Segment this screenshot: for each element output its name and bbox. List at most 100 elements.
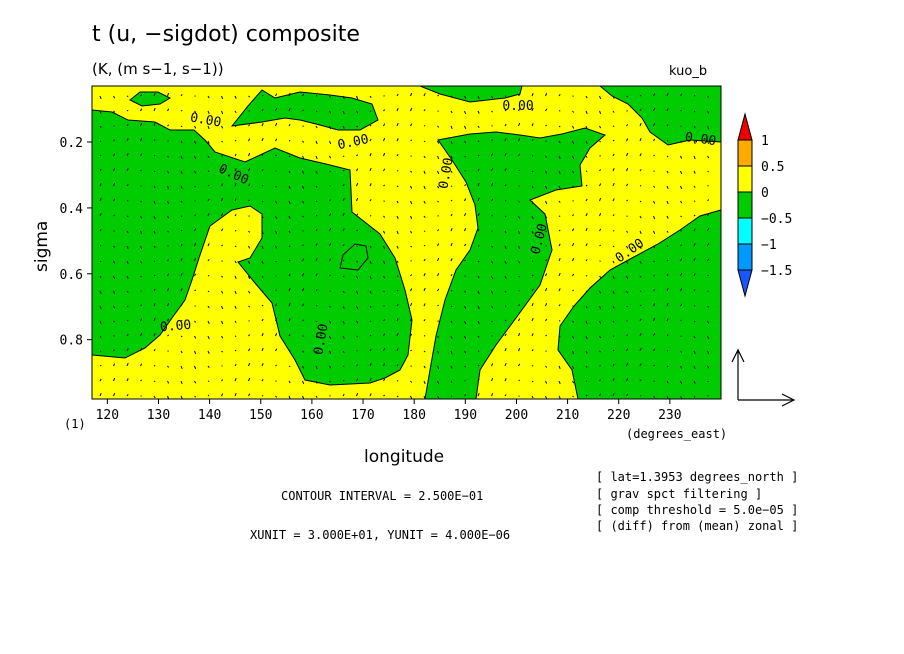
colorbar-label: −1 bbox=[761, 238, 777, 253]
wind-vector bbox=[639, 347, 642, 352]
wind-vector bbox=[423, 140, 426, 143]
wind-vector bbox=[626, 334, 629, 337]
wind-vector bbox=[207, 95, 210, 99]
wind-vector bbox=[248, 167, 251, 172]
wind-vector bbox=[518, 275, 521, 278]
wind-vector bbox=[302, 287, 305, 292]
wind-vector bbox=[450, 125, 453, 129]
chart-subtitle: (K, (m s−1, s−1)) bbox=[92, 60, 224, 78]
wind-vector bbox=[113, 305, 116, 309]
wind-vector bbox=[369, 290, 372, 294]
wind-vector bbox=[653, 332, 656, 337]
negative-region bbox=[599, 86, 721, 146]
wind-vector bbox=[207, 170, 210, 172]
wind-vector bbox=[207, 258, 210, 262]
wind-vector bbox=[356, 213, 359, 217]
wind-vector bbox=[518, 215, 521, 219]
wind-vector bbox=[275, 289, 278, 292]
wind-vector bbox=[680, 93, 683, 97]
wind-vector bbox=[275, 348, 278, 352]
wind-vector bbox=[680, 155, 683, 159]
wind-vector bbox=[126, 348, 129, 352]
wind-vector bbox=[180, 258, 183, 262]
wind-vector bbox=[437, 335, 440, 338]
wind-vector bbox=[626, 183, 629, 187]
wind-vector bbox=[302, 395, 305, 399]
wind-vector bbox=[221, 379, 224, 382]
wind-vector bbox=[639, 245, 642, 250]
wind-vector bbox=[612, 260, 615, 264]
wind-vector bbox=[167, 287, 170, 292]
wind-vector bbox=[491, 290, 494, 295]
wind-vector bbox=[113, 95, 116, 99]
wind-vector bbox=[342, 95, 345, 99]
wind-vector bbox=[666, 318, 669, 322]
wind-vector bbox=[464, 227, 467, 232]
wind-vector bbox=[450, 365, 453, 369]
wind-vector bbox=[491, 95, 494, 99]
wind-vector bbox=[383, 168, 386, 172]
wind-vector bbox=[693, 214, 696, 217]
wind-vector bbox=[126, 183, 129, 187]
wind-vector bbox=[113, 275, 116, 280]
wind-vector bbox=[207, 290, 210, 293]
wind-vector bbox=[450, 380, 453, 383]
wind-vector bbox=[572, 273, 575, 277]
wind-vector bbox=[369, 167, 372, 172]
wind-vector bbox=[275, 215, 278, 220]
wind-vector bbox=[531, 230, 534, 234]
wind-vector bbox=[410, 317, 413, 322]
wind-vector bbox=[261, 318, 264, 322]
wind-vector bbox=[221, 95, 224, 100]
note-diff: [ (diff) from (mean) zonal ] bbox=[596, 519, 799, 533]
wind-vector bbox=[234, 153, 237, 157]
wind-vector bbox=[302, 303, 305, 307]
wind-vector bbox=[410, 288, 413, 292]
wind-vector bbox=[261, 379, 264, 382]
wind-vector bbox=[531, 185, 534, 189]
x-tick-label: 140 bbox=[198, 408, 221, 423]
wind-vector bbox=[423, 215, 426, 218]
wind-vector bbox=[396, 122, 399, 127]
wind-vector bbox=[234, 363, 237, 367]
wind-vector bbox=[464, 335, 467, 340]
wind-vector bbox=[545, 124, 548, 127]
wind-vector bbox=[356, 364, 359, 367]
wind-vector bbox=[153, 170, 156, 173]
wind-vector bbox=[140, 122, 143, 127]
wind-vector bbox=[113, 392, 116, 397]
wind-vector bbox=[180, 170, 183, 175]
wind-vector bbox=[396, 93, 399, 97]
wind-vector bbox=[288, 230, 291, 234]
wind-vector bbox=[585, 259, 588, 262]
wind-vector bbox=[653, 245, 656, 249]
wind-vector bbox=[167, 185, 170, 190]
wind-vector bbox=[194, 289, 197, 292]
wind-vector bbox=[653, 107, 656, 112]
wind-vector bbox=[180, 365, 183, 369]
wind-vector bbox=[639, 363, 642, 367]
wind-vector bbox=[167, 334, 170, 337]
wind-vector bbox=[707, 140, 710, 145]
wind-vector bbox=[504, 394, 507, 397]
wind-vector bbox=[410, 200, 413, 205]
wind-vector bbox=[234, 392, 237, 397]
wind-vector bbox=[140, 200, 143, 203]
wind-vector bbox=[423, 93, 426, 97]
wind-vector bbox=[126, 138, 129, 142]
wind-vector bbox=[410, 185, 413, 189]
wind-vector bbox=[329, 274, 332, 277]
colorbar-cap-top bbox=[737, 112, 753, 141]
negative-region bbox=[92, 109, 413, 386]
wind-vector bbox=[504, 378, 507, 382]
wind-vector bbox=[558, 335, 561, 338]
wind-vector bbox=[599, 320, 602, 325]
wind-vector bbox=[545, 108, 548, 112]
wind-vector bbox=[167, 92, 170, 97]
wind-vector bbox=[666, 230, 669, 233]
wind-vector bbox=[639, 318, 642, 322]
wind-vector bbox=[194, 273, 197, 277]
wind-vector bbox=[504, 230, 507, 234]
wind-vector bbox=[221, 290, 224, 294]
wind-vector bbox=[329, 335, 332, 340]
